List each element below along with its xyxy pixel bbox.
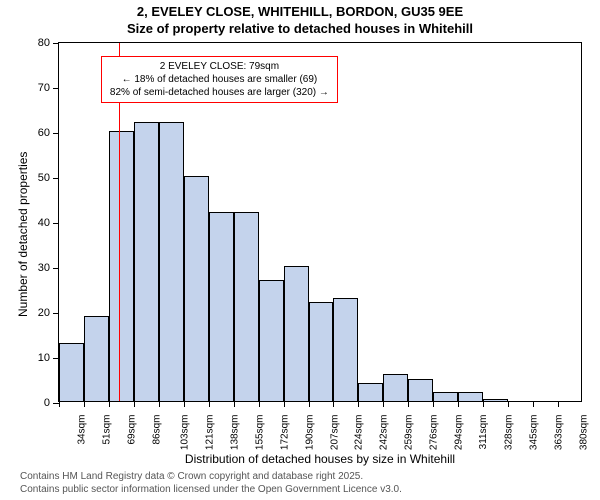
x-tick	[458, 401, 459, 407]
x-tick-label: 207sqm	[329, 415, 340, 451]
histogram-bar	[483, 399, 508, 401]
x-tick	[234, 401, 235, 407]
x-tick	[408, 401, 409, 407]
y-tick	[53, 43, 59, 44]
y-tick	[53, 358, 59, 359]
x-axis-label: Distribution of detached houses by size …	[58, 452, 582, 466]
y-tick-label: 30	[38, 262, 50, 274]
x-tick	[259, 401, 260, 407]
histogram-bar	[134, 122, 159, 401]
footer: Contains HM Land Registry data © Crown c…	[20, 470, 402, 496]
annotation-box: 2 EVELEY CLOSE: 79sqm← 18% of detached h…	[101, 56, 338, 103]
histogram-bar	[184, 176, 209, 401]
annotation-line: 2 EVELEY CLOSE: 79sqm	[110, 60, 329, 73]
x-tick	[483, 401, 484, 407]
histogram-bar	[408, 379, 433, 402]
y-tick-label: 20	[38, 307, 50, 319]
x-tick-label: 86sqm	[151, 415, 162, 445]
histogram-bar	[59, 343, 84, 402]
x-tick-label: 363sqm	[553, 415, 564, 451]
x-tick-label: 224sqm	[354, 415, 365, 451]
histogram-bar	[383, 374, 408, 401]
histogram-bar	[159, 122, 184, 401]
x-tick-label: 380sqm	[578, 415, 589, 451]
y-tick-label: 40	[38, 217, 50, 229]
histogram-bar	[209, 212, 234, 401]
y-axis-label: Number of detached properties	[16, 152, 30, 317]
histogram-bar	[358, 383, 383, 401]
histogram-bar	[84, 316, 109, 402]
x-tick	[558, 401, 559, 407]
histogram-bar	[433, 392, 458, 401]
y-tick	[53, 313, 59, 314]
x-tick-label: 259sqm	[404, 415, 415, 451]
x-tick-label: 155sqm	[254, 415, 265, 451]
histogram-bar	[109, 131, 134, 401]
title-line-1: 2, EVELEY CLOSE, WHITEHILL, BORDON, GU35…	[0, 4, 600, 21]
y-tick-label: 70	[38, 82, 50, 94]
histogram-bar	[259, 280, 284, 402]
annotation-line: ← 18% of detached houses are smaller (69…	[110, 73, 329, 86]
x-tick-label: 172sqm	[279, 415, 290, 451]
x-tick-label: 294sqm	[454, 415, 465, 451]
y-tick	[53, 88, 59, 89]
title-line-2: Size of property relative to detached ho…	[0, 21, 600, 38]
x-tick	[433, 401, 434, 407]
histogram-bar	[333, 298, 358, 402]
x-tick-label: 51sqm	[101, 415, 112, 445]
y-tick-label: 50	[38, 172, 50, 184]
footer-line-1: Contains HM Land Registry data © Crown c…	[20, 470, 402, 483]
histogram-bar	[234, 212, 259, 401]
x-tick-label: 138sqm	[229, 415, 240, 451]
x-tick	[134, 401, 135, 407]
x-tick	[59, 401, 60, 407]
x-tick	[358, 401, 359, 407]
x-tick	[508, 401, 509, 407]
x-tick-label: 34sqm	[77, 415, 88, 445]
y-tick-label: 60	[38, 127, 50, 139]
x-tick-label: 69sqm	[126, 415, 137, 445]
x-tick	[209, 401, 210, 407]
x-tick-label: 345sqm	[528, 415, 539, 451]
y-tick	[53, 178, 59, 179]
y-tick-label: 80	[38, 37, 50, 49]
y-tick	[53, 133, 59, 134]
y-tick	[53, 223, 59, 224]
x-tick	[284, 401, 285, 407]
x-tick-label: 190sqm	[304, 415, 315, 451]
chart-container: 2, EVELEY CLOSE, WHITEHILL, BORDON, GU35…	[0, 0, 600, 500]
x-tick	[333, 401, 334, 407]
y-tick-label: 10	[38, 352, 50, 364]
x-tick-label: 311sqm	[478, 415, 489, 450]
y-tick-label: 0	[44, 397, 50, 409]
x-tick	[309, 401, 310, 407]
y-tick	[53, 268, 59, 269]
x-tick-label: 242sqm	[379, 415, 390, 451]
x-tick-label: 103sqm	[179, 415, 190, 451]
x-tick-label: 328sqm	[503, 415, 514, 451]
x-tick	[109, 401, 110, 407]
x-tick	[159, 401, 160, 407]
histogram-bar	[458, 392, 483, 401]
histogram-bar	[284, 266, 309, 401]
x-tick-label: 276sqm	[429, 415, 440, 451]
x-tick	[383, 401, 384, 407]
annotation-line: 82% of semi-detached houses are larger (…	[110, 86, 329, 99]
title-block: 2, EVELEY CLOSE, WHITEHILL, BORDON, GU35…	[0, 4, 600, 38]
plot-area: 2 EVELEY CLOSE: 79sqm← 18% of detached h…	[58, 42, 582, 402]
x-tick	[533, 401, 534, 407]
histogram-bar	[309, 302, 334, 401]
x-tick	[84, 401, 85, 407]
footer-line-2: Contains public sector information licen…	[20, 483, 402, 496]
x-tick	[184, 401, 185, 407]
x-tick-label: 121sqm	[204, 415, 215, 451]
